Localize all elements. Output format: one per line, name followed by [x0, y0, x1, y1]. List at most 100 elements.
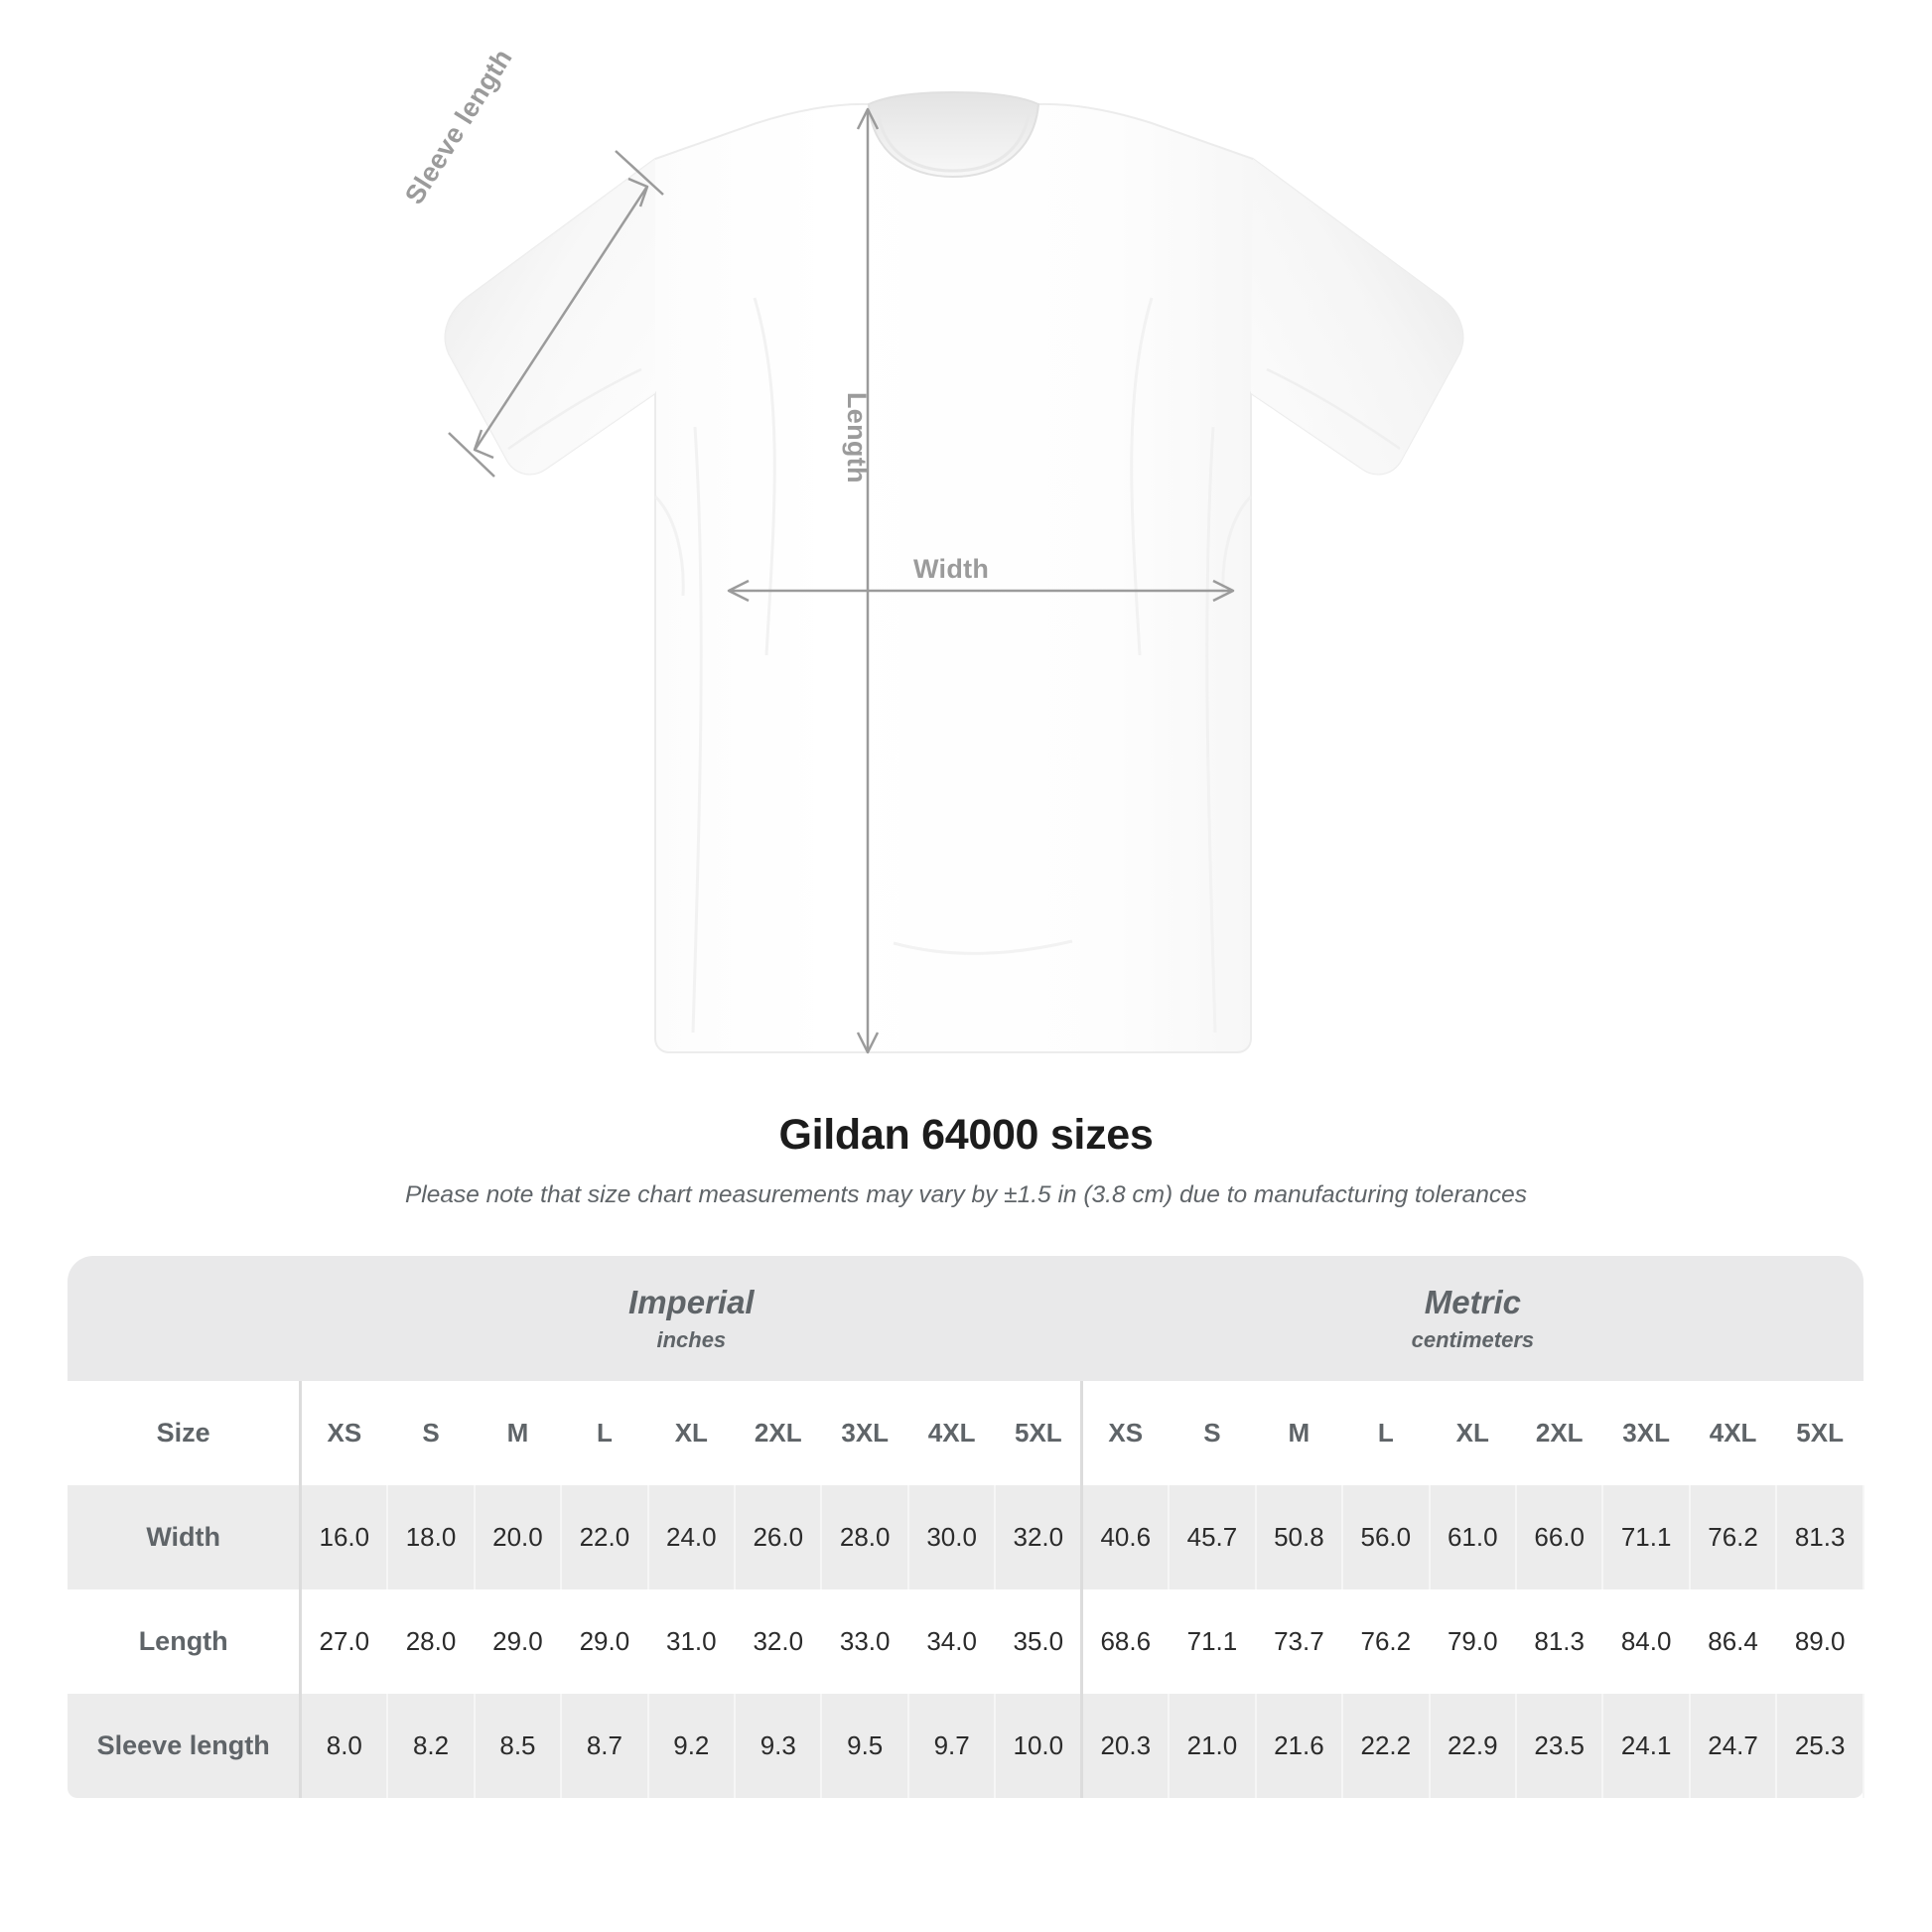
page-title: Gildan 64000 sizes	[778, 1111, 1154, 1159]
cell-length-metric-l: 76.2	[1341, 1588, 1431, 1694]
size-header-metric-xs: XS	[1080, 1380, 1171, 1485]
cell-width-metric-xl: 61.0	[1428, 1484, 1517, 1589]
cell-sleeve-imperial-4xl: 9.7	[906, 1693, 997, 1798]
table-row: Length 27.0 28.0 29.0 29.0 31.0 32.0 33.…	[68, 1588, 1864, 1694]
cell-sleeve-imperial-3xl: 9.5	[820, 1693, 909, 1798]
size-header-metric-4xl: 4XL	[1688, 1380, 1778, 1485]
left-sleeve-shade	[445, 159, 655, 475]
cell-width-imperial-l: 22.0	[560, 1484, 649, 1589]
cell-sleeve-metric-m: 21.6	[1254, 1693, 1344, 1798]
cell-width-metric-s: 45.7	[1168, 1484, 1257, 1589]
size-header-metric-m: M	[1254, 1380, 1344, 1485]
tshirt-measurement-diagram: Sleeve length Length Width	[399, 44, 1464, 1054]
table-row: Width 16.0 18.0 20.0 22.0 24.0 26.0 28.0…	[68, 1484, 1864, 1589]
cell-width-metric-5xl: 81.3	[1775, 1484, 1864, 1589]
cell-width-imperial-3xl: 28.0	[820, 1484, 909, 1589]
cell-length-imperial-s: 28.0	[386, 1588, 476, 1694]
cell-length-imperial-m: 29.0	[473, 1588, 563, 1694]
dimension-arrow-sleeve	[448, 150, 664, 478]
cell-sleeve-imperial-l: 8.7	[560, 1693, 649, 1798]
cell-length-imperial-l: 29.0	[560, 1588, 649, 1694]
cell-width-metric-2xl: 66.0	[1514, 1484, 1604, 1589]
unit-group-imperial: Imperial inches	[300, 1255, 1082, 1381]
right-sleeve-shade	[1251, 159, 1463, 475]
cell-width-imperial-2xl: 26.0	[734, 1484, 823, 1589]
size-header-imperial-m: M	[473, 1380, 563, 1485]
size-header-imperial-xl: XL	[646, 1380, 737, 1485]
cell-sleeve-imperial-xs: 8.0	[299, 1693, 389, 1798]
size-chart-table: Imperial inches Metric centimeters Size …	[68, 1255, 1864, 1798]
dimension-arrow-length	[856, 107, 880, 1054]
size-header-imperial-4xl: 4XL	[906, 1380, 997, 1485]
cell-length-imperial-2xl: 32.0	[734, 1588, 823, 1694]
cell-length-imperial-xl: 31.0	[646, 1588, 737, 1694]
cell-sleeve-metric-l: 22.2	[1341, 1693, 1431, 1798]
unit-group-imperial-name: Imperial	[628, 1284, 755, 1321]
collar-seam	[876, 110, 1032, 173]
cell-width-metric-3xl: 71.1	[1601, 1484, 1691, 1589]
width-dimension-label: Width	[913, 554, 990, 584]
cell-width-imperial-xl: 24.0	[646, 1484, 737, 1589]
cell-width-metric-4xl: 76.2	[1688, 1484, 1778, 1589]
dimension-arrow-width	[727, 579, 1235, 603]
size-header-metric-5xl: 5XL	[1775, 1380, 1864, 1485]
row-header-size: Size	[68, 1380, 303, 1485]
cell-sleeve-metric-xs: 20.3	[1080, 1693, 1171, 1798]
cell-sleeve-metric-xl: 22.9	[1428, 1693, 1517, 1798]
cell-sleeve-imperial-xl: 9.2	[646, 1693, 737, 1798]
unit-group-imperial-sub: inches	[656, 1327, 727, 1352]
cell-sleeve-imperial-5xl: 10.0	[994, 1693, 1083, 1798]
unit-group-metric-name: Metric	[1424, 1284, 1521, 1321]
cell-length-imperial-xs: 27.0	[299, 1588, 389, 1694]
cell-width-imperial-4xl: 30.0	[906, 1484, 997, 1589]
size-header-imperial-l: L	[560, 1380, 649, 1485]
size-header-imperial-3xl: 3XL	[820, 1380, 909, 1485]
cell-length-metric-2xl: 81.3	[1514, 1588, 1604, 1694]
cell-length-metric-s: 71.1	[1168, 1588, 1257, 1694]
cell-length-imperial-5xl: 35.0	[994, 1588, 1083, 1694]
tshirt-front-illustration	[444, 90, 1464, 1054]
cell-length-metric-xs: 68.6	[1080, 1588, 1171, 1694]
size-header-imperial-xs: XS	[299, 1380, 389, 1485]
unit-group-header-row: Imperial inches Metric centimeters	[68, 1255, 1863, 1381]
cell-width-imperial-xs: 16.0	[299, 1484, 389, 1589]
table-row: Sleeve length 8.0 8.2 8.5 8.7 9.2 9.3 9.…	[68, 1693, 1864, 1798]
size-header-imperial-5xl: 5XL	[994, 1380, 1083, 1485]
size-header-imperial-s: S	[386, 1380, 476, 1485]
cell-width-metric-m: 50.8	[1254, 1484, 1344, 1589]
cell-length-metric-xl: 79.0	[1428, 1588, 1517, 1694]
cell-sleeve-metric-3xl: 24.1	[1601, 1693, 1691, 1798]
fabric-folds	[653, 297, 1253, 1034]
size-header-metric-l: L	[1341, 1380, 1431, 1485]
sleeve-hem-seams	[507, 367, 1401, 451]
unit-group-metric: Metric centimeters	[1081, 1255, 1863, 1381]
cell-length-metric-4xl: 86.4	[1688, 1588, 1778, 1694]
size-header-imperial-2xl: 2XL	[734, 1380, 823, 1485]
cell-width-imperial-s: 18.0	[386, 1484, 476, 1589]
table-corner-blank	[68, 1255, 301, 1381]
cell-length-imperial-4xl: 34.0	[906, 1588, 997, 1694]
unit-group-metric-sub: centimeters	[1411, 1327, 1535, 1352]
cell-sleeve-imperial-s: 8.2	[386, 1693, 476, 1798]
size-header-metric-2xl: 2XL	[1514, 1380, 1604, 1485]
collar-ribbing	[867, 90, 1040, 179]
cell-length-imperial-3xl: 33.0	[820, 1588, 909, 1694]
length-dimension-label: Length	[842, 392, 872, 483]
cell-sleeve-metric-s: 21.0	[1168, 1693, 1257, 1798]
row-label-width: Width	[68, 1484, 303, 1589]
size-header-metric-xl: XL	[1428, 1380, 1517, 1485]
size-header-row: Size XS S M L XL 2XL 3XL 4XL 5XL XS S M …	[68, 1380, 1864, 1485]
cell-width-metric-xs: 40.6	[1080, 1484, 1171, 1589]
cell-width-metric-l: 56.0	[1341, 1484, 1431, 1589]
cell-length-metric-5xl: 89.0	[1775, 1588, 1864, 1694]
size-header-metric-s: S	[1168, 1380, 1257, 1485]
size-chart-table-wrapper: Imperial inches Metric centimeters Size …	[68, 1255, 1864, 1798]
cell-width-imperial-m: 20.0	[473, 1484, 563, 1589]
tolerance-note: Please note that size chart measurements…	[404, 1181, 1528, 1209]
cell-sleeve-imperial-2xl: 9.3	[734, 1693, 823, 1798]
cell-length-metric-3xl: 84.0	[1601, 1588, 1691, 1694]
cell-sleeve-metric-2xl: 23.5	[1514, 1693, 1604, 1798]
cell-sleeve-imperial-m: 8.5	[473, 1693, 563, 1798]
cell-sleeve-metric-5xl: 25.3	[1775, 1693, 1864, 1798]
row-label-sleeve-length: Sleeve length	[68, 1693, 303, 1798]
